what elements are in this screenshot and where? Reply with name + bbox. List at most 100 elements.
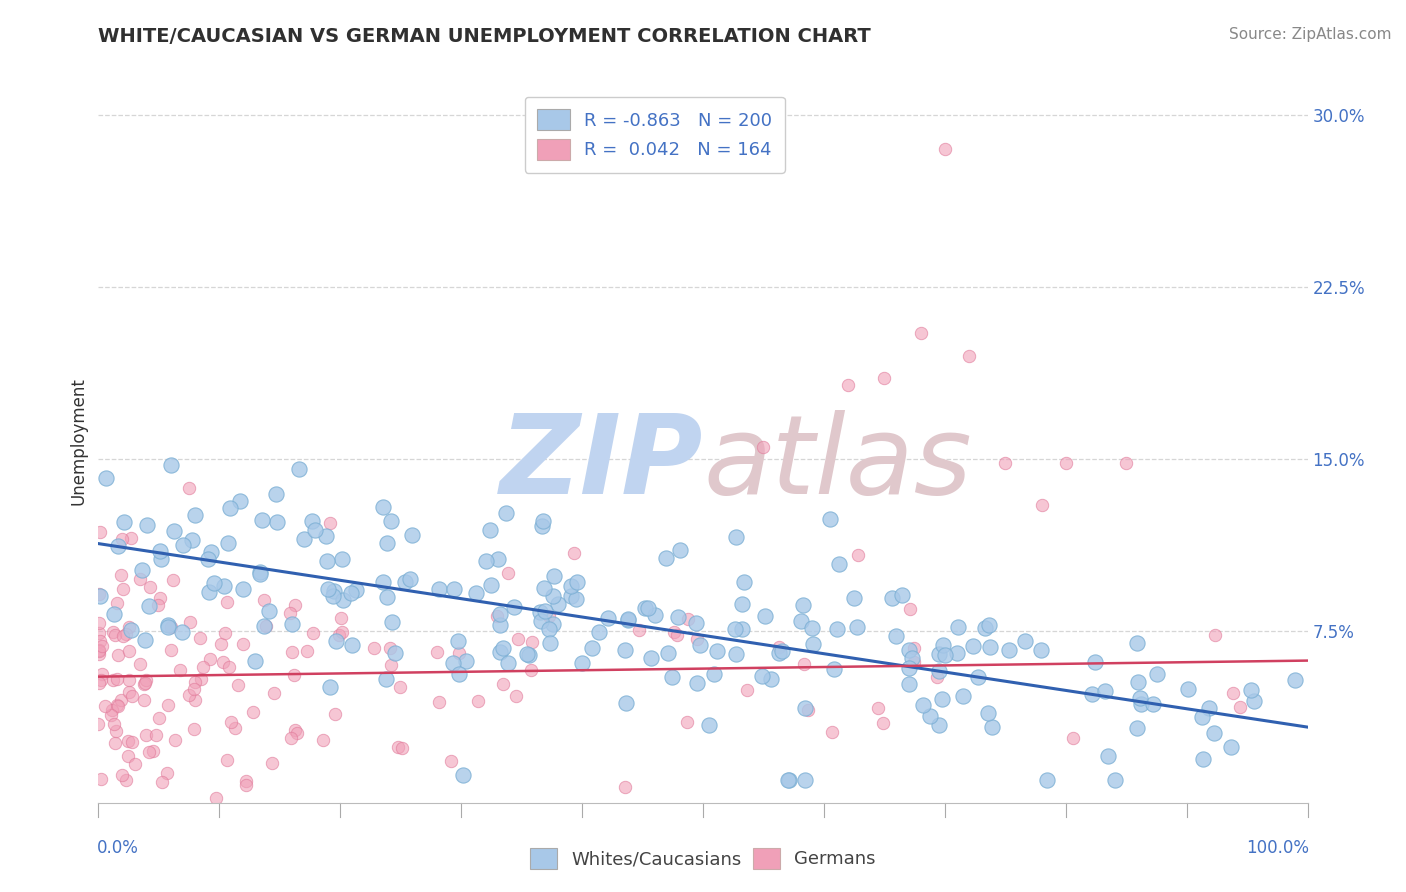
Point <box>157 617 180 632</box>
Text: atlas: atlas <box>703 409 972 516</box>
Point <box>224 721 246 735</box>
Point <box>1191 710 1213 724</box>
Point <box>232 582 254 597</box>
Point <box>571 656 593 670</box>
Point <box>657 646 679 660</box>
Point <box>486 551 509 566</box>
Point <box>329 611 352 625</box>
Point <box>451 768 474 782</box>
Point <box>665 628 688 642</box>
Point <box>214 626 236 640</box>
Point <box>253 619 276 633</box>
Point <box>179 615 201 630</box>
Point <box>443 582 465 596</box>
Point <box>803 637 825 651</box>
Point <box>520 663 543 677</box>
Point <box>669 543 692 558</box>
Point <box>117 748 139 763</box>
Point <box>89 644 111 658</box>
Point <box>581 641 603 656</box>
Point <box>928 648 950 662</box>
Point <box>934 142 956 156</box>
Point <box>837 378 859 392</box>
Point <box>304 523 326 537</box>
Point <box>284 723 307 737</box>
Point <box>325 634 347 648</box>
Point <box>342 638 364 652</box>
Point <box>898 642 921 657</box>
Point <box>159 458 181 472</box>
Point <box>842 591 865 606</box>
Point <box>1036 772 1059 787</box>
Point <box>242 705 264 719</box>
Point <box>897 677 920 691</box>
Point <box>89 524 111 539</box>
Point <box>932 638 955 652</box>
Point <box>198 585 221 599</box>
Point <box>778 772 800 787</box>
Point <box>148 711 170 725</box>
Point <box>384 646 406 660</box>
Point <box>107 539 129 553</box>
Point <box>598 611 620 625</box>
Point <box>872 716 894 731</box>
Point <box>217 752 239 766</box>
Point <box>1125 721 1147 735</box>
Point <box>235 778 257 792</box>
Point <box>541 617 564 632</box>
Point <box>90 772 112 786</box>
Point <box>529 605 551 619</box>
Point <box>498 566 520 580</box>
Point <box>124 757 146 772</box>
Point <box>884 629 907 643</box>
Point <box>768 646 790 660</box>
Point <box>614 780 637 794</box>
Point <box>617 612 640 626</box>
Point <box>381 615 404 629</box>
Point <box>488 645 510 659</box>
Point <box>946 646 969 660</box>
Point <box>1126 675 1149 690</box>
Point <box>249 567 271 582</box>
Point <box>505 690 527 704</box>
Point <box>107 596 129 610</box>
Point <box>184 508 207 523</box>
Point <box>1146 667 1168 681</box>
Point <box>94 699 117 714</box>
Point <box>1229 700 1251 714</box>
Text: WHITE/CAUCASIAN VS GERMAN UNEMPLOYMENT CORRELATION CHART: WHITE/CAUCASIAN VS GERMAN UNEMPLOYMENT C… <box>98 27 872 45</box>
Point <box>1177 682 1199 697</box>
Point <box>1014 633 1036 648</box>
Point <box>752 440 775 454</box>
Point <box>229 493 252 508</box>
Point <box>263 685 285 699</box>
Point <box>322 584 344 599</box>
Point <box>266 515 288 529</box>
Point <box>1240 683 1263 698</box>
Point <box>901 651 924 665</box>
Point <box>1243 693 1265 707</box>
Point <box>565 592 588 607</box>
Point <box>111 533 134 547</box>
Point <box>1129 690 1152 705</box>
Point <box>967 670 990 684</box>
Point <box>312 733 335 747</box>
Point <box>198 651 221 665</box>
Point <box>111 767 134 781</box>
Point <box>733 575 755 590</box>
Point <box>292 532 315 546</box>
Point <box>465 586 488 600</box>
Point <box>316 582 339 596</box>
Point <box>977 617 1000 632</box>
Point <box>768 640 790 654</box>
Point <box>371 574 394 589</box>
Point <box>898 601 921 615</box>
Point <box>495 506 517 520</box>
Point <box>538 608 561 623</box>
Point <box>110 568 132 582</box>
Point <box>149 591 172 605</box>
Point <box>94 470 117 484</box>
Point <box>1115 456 1137 470</box>
Point <box>793 701 815 715</box>
Point <box>467 694 489 708</box>
